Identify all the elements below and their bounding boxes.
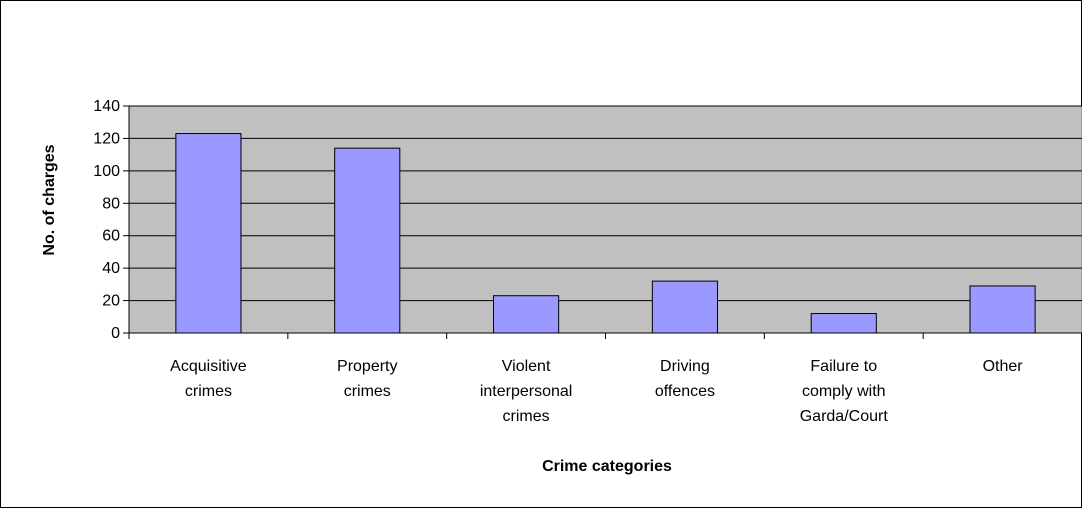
y-axis: 0 20 40 60 80 100 120 140 <box>93 98 130 342</box>
category-label: Other <box>983 358 1024 375</box>
y-tick-label: 80 <box>102 195 120 212</box>
y-tick-label: 20 <box>102 293 120 310</box>
y-axis-title: No. of charges <box>41 144 58 255</box>
bars <box>175 133 1036 334</box>
y-tick-label: 0 <box>111 325 120 342</box>
y-tick-label: 140 <box>93 98 120 115</box>
category-label: Failure to comply with Garda/Court <box>800 358 889 425</box>
bar <box>493 295 560 334</box>
y-tick-label: 40 <box>102 260 120 277</box>
bar <box>810 313 877 334</box>
bar <box>969 285 1036 334</box>
category-label: Violent interpersonal crimes <box>480 358 573 425</box>
plot-area <box>128 105 1082 334</box>
y-tick-label: 100 <box>93 163 120 180</box>
bar <box>334 147 401 334</box>
category-label: Acquisitive crimes <box>170 358 247 400</box>
bar <box>175 133 242 334</box>
y-tick-label: 120 <box>93 130 120 147</box>
x-axis: Acquisitive crimes Property crimes Violent in… <box>128 332 1082 425</box>
category-label: Property crimes <box>337 358 397 400</box>
plot-background <box>128 105 1082 334</box>
bar <box>651 280 718 334</box>
y-tick-label: 60 <box>102 228 120 245</box>
x-axis-title: Crime categories <box>542 458 672 475</box>
category-label: Driving offences <box>655 358 715 400</box>
